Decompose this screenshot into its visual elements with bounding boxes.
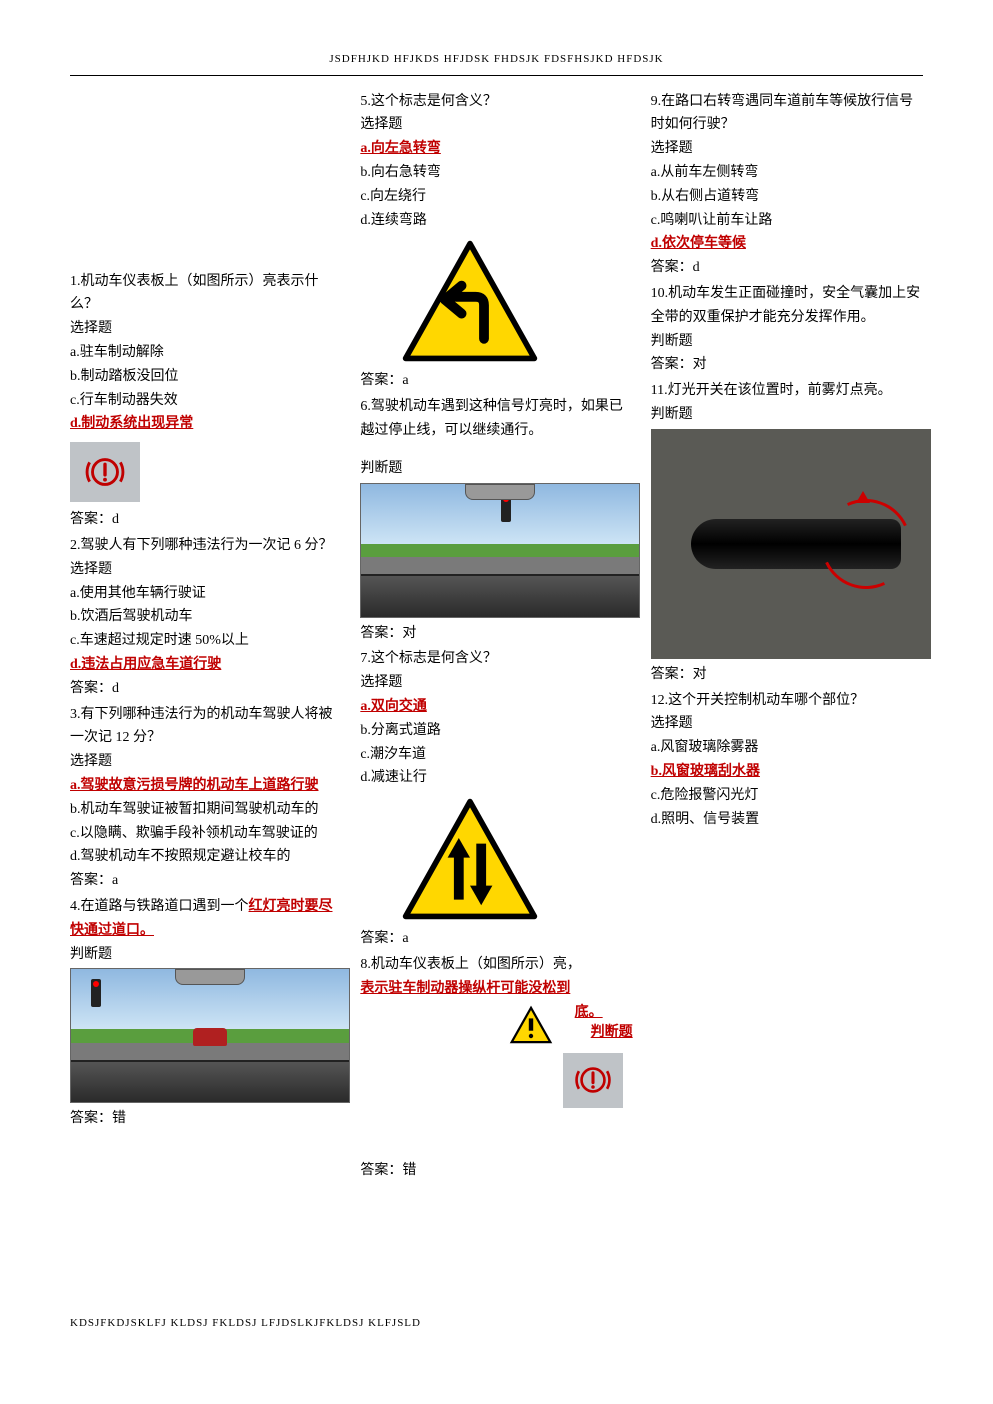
q12-opt-b: b.风窗玻璃刮水器: [651, 760, 923, 784]
q8-stem-pre: 8.机动车仪表板上（如图所示）亮，: [360, 953, 632, 977]
q7-stem: 7.这个标志是何含义？: [360, 647, 632, 671]
q5-opt-d: d.连续弯路: [360, 209, 632, 233]
q6-answer: 答案：对: [360, 622, 632, 646]
q2-opt-b: b.饮酒后驾驶机动车: [70, 605, 342, 629]
q1-answer: 答案：d: [70, 508, 342, 532]
q4-stem: 4.在道路与铁路道口遇到一个红灯亮时要尽快通过道口。: [70, 895, 342, 943]
q9-type: 选择题: [651, 137, 923, 161]
q3-opt-b: b.机动车驾驶证被暂扣期间驾驶机动车的: [70, 798, 342, 822]
q1-stem: 1.机动车仪表板上（如图所示）亮表示什么？: [70, 270, 342, 318]
q7: 7.这个标志是何含义？ 选择题 a.双向交通 b.分离式道路 c.潮汐车道 d.…: [360, 647, 632, 951]
q2-type: 选择题: [70, 558, 342, 582]
q2-answer: 答案：d: [70, 677, 342, 701]
q2-opt-c: c.车速超过规定时速 50%以上: [70, 629, 342, 653]
page-footer: KDSJFKDJSKLFJ KLDSJ FKLDSJ LFJDSLKJFKLDS…: [70, 1314, 923, 1333]
q11-stem: 11.灯光开关在该位置时，前雾灯点亮。: [651, 379, 923, 403]
q3-type: 选择题: [70, 750, 342, 774]
col3-label-panduan: 判断题: [591, 1021, 633, 1045]
q11: 11.灯光开关在该位置时，前雾灯点亮。 判断题 答案：对: [651, 379, 923, 686]
q2: 2.驾驶人有下列哪种违法行为一次记 6 分？ 选择题 a.使用其他车辆行驶证 b…: [70, 534, 342, 701]
q12-opt-c: c.危险报警闪光灯: [651, 784, 923, 808]
q5-answer: 答案：a: [360, 369, 632, 393]
signal-scene-image: [360, 483, 640, 618]
q1-opt-d: d.制动系统出现异常: [70, 412, 342, 436]
two-way-traffic-sign-icon: [400, 796, 540, 921]
q8-stem-red: 表示驻车制动器操纵杆可能没松到: [360, 977, 632, 1001]
q9-stem: 9.在路口右转弯遇同车道前车等候放行信号时如何行驶？: [651, 90, 923, 138]
q12-type: 选择题: [651, 712, 923, 736]
q10-type: 判断题: [651, 330, 923, 354]
q9-opt-a: a.从前车左侧转弯: [651, 161, 923, 185]
q5: 5.这个标志是何含义？ 选择题 a.向左急转弯 b.向右急转弯 c.向左绕行 d…: [360, 90, 632, 394]
q3-answer: 答案：a: [70, 869, 342, 893]
q4-stem-pre: 4.在道路与铁路道口遇到一个: [70, 899, 249, 914]
q5-type: 选择题: [360, 113, 632, 137]
q3: 3.有下列哪种违法行为的机动车驾驶人将被一次记 12 分？ 选择题 a.驾驶故意…: [70, 703, 342, 893]
q9-opt-d: d.依次停车等候: [651, 232, 923, 256]
q10-stem: 10.机动车发生正面碰撞时，安全气囊加上安全带的双重保护才能充分发挥作用。: [651, 282, 923, 330]
q3-opt-c: c.以隐瞒、欺骗手段补领机动车驾驶证的: [70, 822, 342, 846]
q6-stem: 6.驾驶机动车遇到这种信号灯亮时，如果已越过停止线，可以继续通行。: [360, 395, 632, 443]
content-columns: 1.机动车仪表板上（如图所示）亮表示什么？ 选择题 a.驻车制动解除 b.制动踏…: [70, 90, 923, 1290]
col3-header: 底。 判断题 答案：错: [360, 1003, 632, 1183]
q12: 12.这个开关控制机动车哪个部位？ 选择题 a.风窗玻璃除雾器 b.风窗玻璃刮水…: [651, 689, 923, 832]
q6: 6.驾驶机动车遇到这种信号灯亮时，如果已越过停止线，可以继续通行。 判断题 答案…: [360, 395, 632, 645]
q1-opt-c: c.行车制动器失效: [70, 389, 342, 413]
q5-opt-c: c.向左绕行: [360, 185, 632, 209]
q4-type: 判断题: [70, 943, 342, 967]
q4: 4.在道路与铁路道口遇到一个红灯亮时要尽快通过道口。 判断题: [70, 895, 342, 966]
q7-answer: 答案：a: [360, 927, 632, 951]
q12-opt-a: a.风窗玻璃除雾器: [651, 736, 923, 760]
q9-opt-c: c.鸣喇叭让前车让路: [651, 209, 923, 233]
page-header: JSDFHJKD HFJKDS HFJDSK FHDSJK FDSFHSJKD …: [70, 50, 923, 76]
q8-answer: 答案：错: [360, 1159, 416, 1183]
q12-opt-d: d.照明、信号装置: [651, 808, 923, 832]
q12-stem: 12.这个开关控制机动车哪个部位？: [651, 689, 923, 713]
q7-opt-a: a.双向交通: [360, 695, 632, 719]
q11-type: 判断题: [651, 403, 923, 427]
q1: 1.机动车仪表板上（如图所示）亮表示什么？ 选择题 a.驻车制动解除 b.制动踏…: [70, 270, 342, 532]
q11-answer: 答案：对: [651, 663, 923, 687]
q2-opt-d: d.违法占用应急车道行驶: [70, 653, 342, 677]
wiper-stalk-image: [651, 429, 931, 659]
q7-type: 选择题: [360, 671, 632, 695]
q5-stem: 5.这个标志是何含义？: [360, 90, 632, 114]
brake-warning-icon-small: [563, 1053, 623, 1108]
q7-opt-b: b.分离式道路: [360, 719, 632, 743]
warning-triangle-icon: [509, 1005, 553, 1045]
q4-answer: 答案：错: [70, 1107, 342, 1131]
q9: 9.在路口右转弯遇同车道前车等候放行信号时如何行驶？ 选择题 a.从前车左侧转弯…: [651, 90, 923, 280]
q5-opt-a: a.向左急转弯: [360, 137, 632, 161]
q6-type: 判断题: [360, 457, 632, 481]
railroad-scene-image: [70, 968, 350, 1103]
q3-stem: 3.有下列哪种违法行为的机动车驾驶人将被一次记 12 分？: [70, 703, 342, 751]
q1-opt-b: b.制动踏板没回位: [70, 365, 342, 389]
q7-opt-d: d.减速让行: [360, 766, 632, 790]
left-turn-sign-icon: [400, 238, 540, 363]
q1-opt-a: a.驻车制动解除: [70, 341, 342, 365]
q3-opt-d: d.驾驶机动车不按照规定避让校车的: [70, 845, 342, 869]
q5-opt-b: b.向右急转弯: [360, 161, 632, 185]
q2-stem: 2.驾驶人有下列哪种违法行为一次记 6 分？: [70, 534, 342, 558]
brake-warning-icon: [70, 442, 140, 502]
q10: 10.机动车发生正面碰撞时，安全气囊加上安全带的双重保护才能充分发挥作用。 判断…: [651, 282, 923, 377]
q10-answer: 答案：对: [651, 353, 923, 377]
q7-opt-c: c.潮汐车道: [360, 743, 632, 767]
q9-answer: 答案：d: [651, 256, 923, 280]
q3-opt-a: a.驾驶故意污损号牌的机动车上道路行驶: [70, 774, 342, 798]
q8: 8.机动车仪表板上（如图所示）亮， 表示驻车制动器操纵杆可能没松到: [360, 953, 632, 1001]
q4-scene: 答案：错: [70, 968, 342, 1131]
q2-opt-a: a.使用其他车辆行驶证: [70, 582, 342, 606]
q9-opt-b: b.从右侧占道转弯: [651, 185, 923, 209]
q1-type: 选择题: [70, 317, 342, 341]
